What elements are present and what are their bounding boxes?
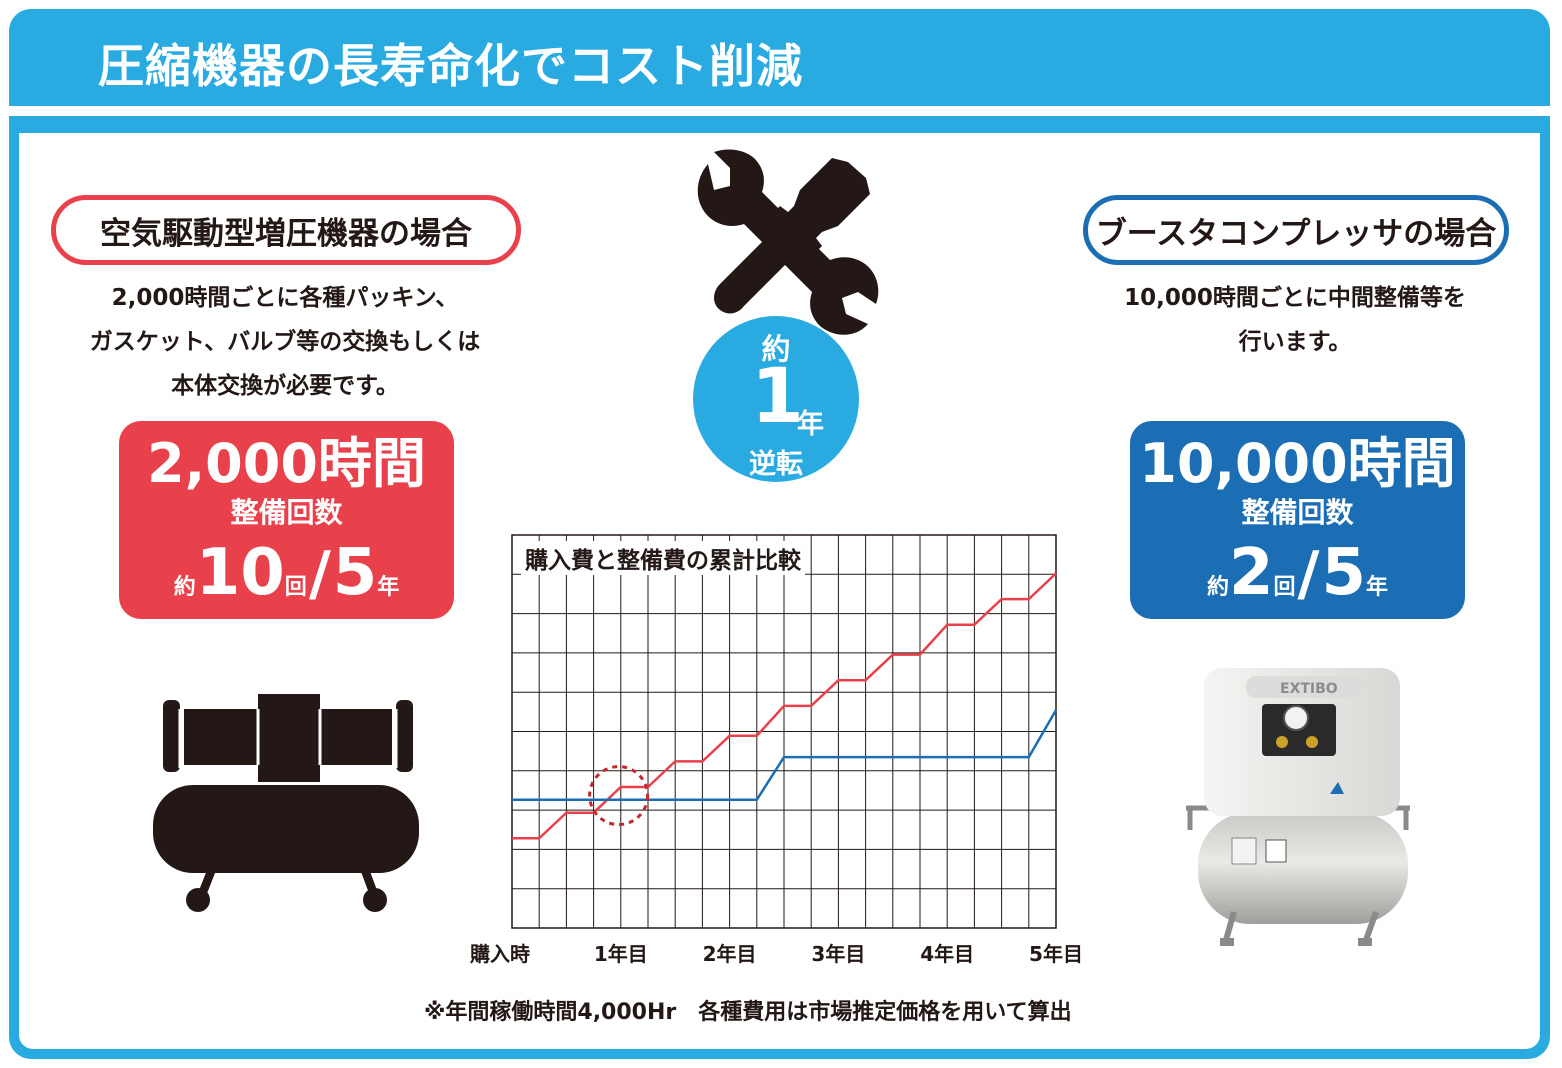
crossover-marker [588,765,650,827]
years-value: 5 [1321,536,1366,610]
x-tick-label: 5年目 [1029,942,1083,966]
product-brand: EXTIBO [1280,681,1338,697]
chart-grid [511,534,1057,929]
badge-word: 逆転 [749,449,803,480]
footnote: ※年間稼働時間4,000Hr 各種費用は市場推定価格を用いて算出 [424,1000,1072,1025]
chart-title: 購入費と整備費の累計比較 [521,541,805,575]
right-maintenance-label: 整備回数 [1241,496,1354,529]
right-description: 10,000時間ごとに中間整備等を 行います。 [1124,285,1466,355]
year-unit: 年 [1366,575,1389,600]
approx-prefix: 約 [173,575,196,600]
right-heading: ブースタコンプレッサの場合 [1083,195,1509,265]
chart-series [512,572,1058,840]
page-title: 圧縮機器の長寿命化でコスト削減 [98,39,803,93]
x-tick-label: 4年目 [920,942,975,966]
left-description: 2,000時間ごとに各種パッキン、 ガスケット、バルブ等の交換もしくは 本体交換… [89,285,481,399]
count-unit: 回 [1273,575,1296,600]
right-maintenance-count: 約 2 回 / 5 年 [1130,533,1465,613]
x-tick-label: 2年目 [702,942,757,966]
chart-annotation [588,765,650,827]
left-maintenance-box: 2,000時間 整備回数 約 10 回 / 5 年 [119,421,454,619]
badge-number: 1 [751,351,804,440]
left-maintenance-count: 約 10 回 / 5 年 [119,533,454,613]
count-unit: 回 [284,575,307,600]
left-interval-hours: 2,000時間 [147,432,426,495]
count-value: 10 [195,536,285,610]
slash: / [1297,539,1320,609]
years-value: 5 [332,536,378,610]
badge-unit: 年 [797,409,824,440]
badge-approx: 約 [761,332,791,366]
series-line-1 [512,572,1057,840]
slash: / [308,539,331,609]
x-tick-label: 3年目 [811,942,866,966]
x-tick-label: 1年目 [593,942,648,966]
x-tick-label: 購入時 [470,942,530,966]
right-interval-hours: 10,000時間 [1139,432,1456,495]
series-line-2 [512,709,1058,802]
approx-prefix: 約 [1206,575,1229,600]
count-value: 2 [1229,536,1274,610]
left-heading: 空気駆動型増圧機器の場合 [51,195,521,265]
payback-badge: 約 1 年 逆転 [693,316,859,482]
right-maintenance-box: 10,000時間 整備回数 約 2 回 / 5 年 [1130,421,1465,619]
left-maintenance-label: 整備回数 [230,496,343,529]
year-unit: 年 [377,575,400,600]
header-divider [9,106,1550,116]
